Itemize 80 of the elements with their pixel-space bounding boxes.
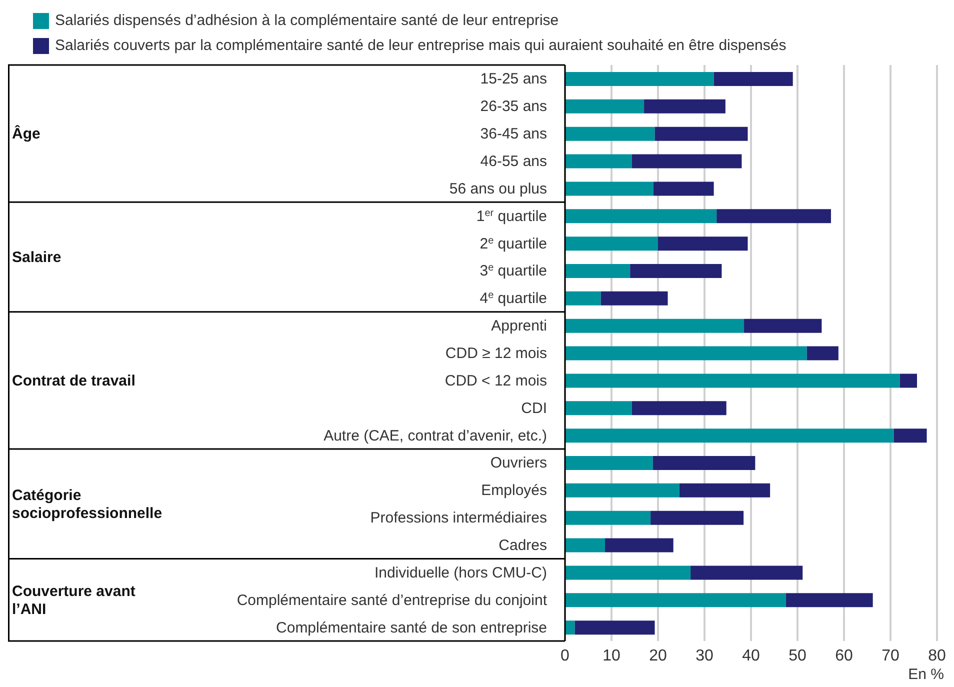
legend-label: Salariés couverts par la complémentaire santé de leur entreprise mais qui auraient souhaité en être dispensés: [55, 36, 786, 56]
bar: [653, 182, 714, 196]
bar: [630, 264, 722, 278]
y-tick-label: 46-55 ans: [480, 153, 547, 170]
y-tick-label: 26-35 ans: [480, 98, 547, 116]
bar: [644, 99, 726, 114]
x-axis-title: En %: [908, 666, 944, 683]
bar: [565, 99, 644, 114]
bar: [565, 318, 744, 333]
y-tick-label: 4$^{e}$ quartile: [480, 290, 547, 308]
x-tick-label: 30: [696, 647, 714, 664]
bar: [604, 538, 674, 552]
bar: [565, 401, 632, 416]
bar: [600, 291, 668, 306]
x-tick-label: 0: [560, 647, 570, 664]
bar: [565, 374, 900, 388]
y-tick-label: 2$^{e}$ quartile: [480, 234, 547, 252]
bar: [690, 566, 803, 580]
text: Couverture avant l’ANI: [12, 582, 136, 618]
y-tick-label: 36-45 ans: [480, 126, 547, 143]
bar: [744, 318, 822, 333]
y-tick-label: Complémentaire santé d’entreprise du conjoint: [236, 592, 548, 609]
y-tick-label: CDD ≥ 12 mois: [445, 345, 547, 362]
y-tick-label: 56 ans ou plus: [449, 180, 547, 198]
x-tick-label: 50: [788, 647, 806, 664]
y-tick-label: Complémentaire santé de son entreprise: [276, 619, 547, 636]
bar: [565, 538, 605, 552]
bar: [565, 620, 575, 635]
bar: [786, 593, 873, 608]
bar: [658, 236, 748, 251]
bar: [650, 510, 744, 525]
x-tick-label: 80: [928, 647, 946, 664]
x-tick-label: 70: [882, 647, 900, 664]
bar: [574, 620, 655, 635]
text: Contrat de travail: [12, 372, 136, 390]
bar: [679, 483, 770, 498]
y-tick-label: Professions intermédiaires: [370, 510, 547, 527]
y-tick-label: CDD < 12 mois: [444, 372, 547, 390]
y-tick-label: 15-25 ans: [480, 70, 547, 88]
bar: [565, 566, 691, 580]
bar: [565, 154, 632, 168]
bar: [565, 126, 655, 141]
bar: [714, 72, 793, 86]
y-tick-label: Employés: [481, 482, 547, 500]
y-tick-label: 1$^{er}$ quartile: [476, 207, 547, 225]
y-tick-label: CDI: [521, 400, 547, 417]
bar: [565, 346, 807, 360]
bar: [565, 182, 654, 196]
y-tick-label: Apprenti: [491, 318, 547, 335]
y-tick-label: Cadres: [498, 537, 547, 554]
text: Salaire: [12, 249, 62, 266]
bar: [894, 428, 927, 443]
bar: [565, 510, 651, 525]
bar: [565, 483, 680, 498]
bar: [565, 72, 714, 86]
bar: [652, 456, 756, 470]
bar: [716, 209, 831, 224]
bar: [632, 154, 742, 168]
x-tick-label: 10: [602, 647, 620, 664]
bar: [654, 126, 748, 141]
text: Catégorie socioprofessionnelle: [12, 486, 162, 522]
x-tick-label: 40: [742, 647, 760, 664]
bar: [565, 236, 658, 251]
bar: [632, 401, 726, 416]
bar: [565, 209, 717, 224]
bar: [900, 374, 918, 388]
x-tick-label: 20: [649, 647, 667, 664]
y-tick-label: Individuelle (hors CMU-C): [374, 564, 547, 582]
x-tick-label: 60: [835, 647, 853, 664]
bar: [565, 456, 653, 470]
bar: [565, 428, 894, 443]
bar: [806, 346, 838, 360]
y-tick-label: 3$^{e}$ quartile: [480, 262, 547, 280]
y-tick-label: Autre (CAE, contrat d’avenir, etc.): [324, 427, 547, 444]
bar: [565, 264, 630, 278]
bar: [565, 291, 601, 306]
text: Âge: [12, 124, 40, 143]
legend-label: Salariés dispensés d’adhésion à la complémentaire santé de leur entreprise: [55, 11, 559, 31]
bar: [565, 593, 786, 608]
y-tick-label: Ouvriers: [490, 454, 547, 472]
